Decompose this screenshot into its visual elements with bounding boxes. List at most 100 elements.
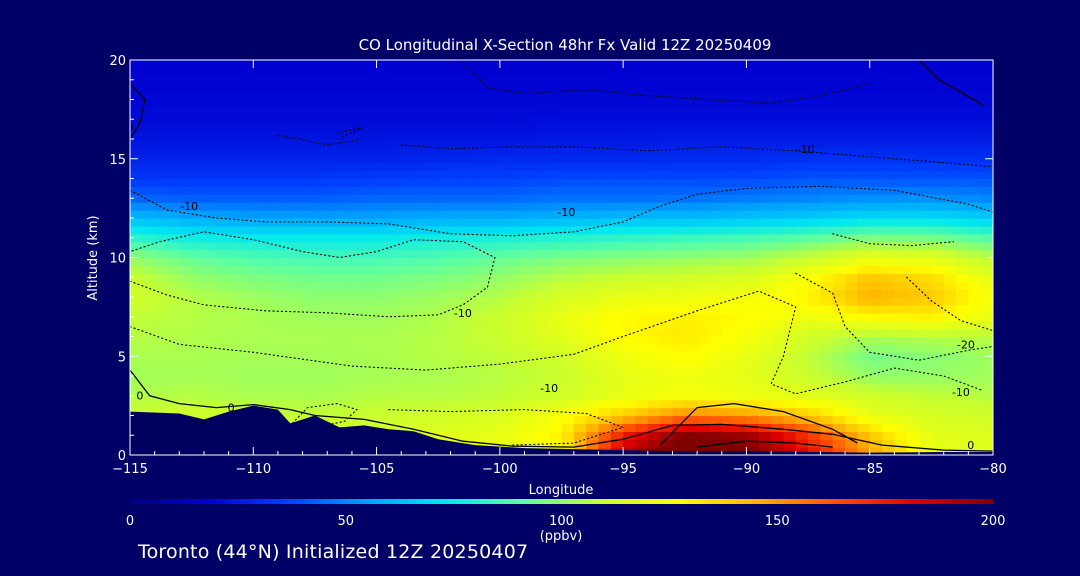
heat-cell <box>956 312 969 322</box>
heat-cell <box>980 91 993 101</box>
heat-cell <box>561 368 575 377</box>
heat-cell <box>216 186 230 195</box>
heat-cell <box>943 336 957 345</box>
heat-cell <box>882 91 895 101</box>
heat-cell <box>142 225 156 235</box>
heat-cell <box>339 233 353 243</box>
heat-cell <box>980 83 993 93</box>
heat-cell <box>191 60 205 69</box>
heat-cell <box>845 328 858 338</box>
heat-cell <box>746 431 760 440</box>
heat-cell <box>290 107 304 116</box>
heat-cell <box>413 170 427 180</box>
heat-cell <box>709 60 723 69</box>
heat-cell <box>697 83 711 93</box>
heat-cell <box>709 115 723 124</box>
heat-cell <box>240 249 254 259</box>
heat-cell <box>869 415 883 424</box>
heat-cell <box>956 91 969 101</box>
heat-cell <box>573 376 587 385</box>
heat-cell <box>142 249 156 259</box>
heat-cell <box>265 194 279 203</box>
heat-cell <box>919 407 932 417</box>
heat-cell <box>216 146 230 156</box>
heat-cell <box>290 304 304 314</box>
heat-cell <box>746 281 760 290</box>
heat-cell <box>376 194 390 203</box>
heat-cell <box>573 194 587 203</box>
heat-cell <box>425 423 439 432</box>
heat-cell <box>253 178 267 187</box>
heat-cell <box>364 115 378 124</box>
heat-cell <box>610 131 624 140</box>
heat-cell <box>623 391 637 401</box>
heat-cell <box>894 399 908 409</box>
heat-cell <box>968 297 982 306</box>
heat-cell <box>549 273 563 282</box>
heat-cell <box>758 162 772 172</box>
heat-cell <box>980 186 993 195</box>
heat-cell <box>549 75 563 85</box>
heat-cell <box>808 194 822 203</box>
heat-cell <box>388 344 402 353</box>
heat-cell <box>191 99 205 108</box>
heat-cell <box>771 218 785 227</box>
heat-cell <box>364 320 378 330</box>
heat-cell <box>919 399 932 409</box>
heat-cell <box>413 91 427 101</box>
heat-cell <box>734 273 748 282</box>
heat-cell <box>721 67 735 77</box>
heat-cell <box>253 210 267 219</box>
heat-cell <box>882 154 895 164</box>
heat-cell <box>290 399 304 409</box>
heat-cell <box>832 352 846 361</box>
heat-cell <box>771 131 785 140</box>
heat-cell <box>635 328 649 338</box>
heat-cell <box>487 423 501 432</box>
heat-cell <box>487 218 501 227</box>
heat-cell <box>327 178 341 187</box>
heat-cell <box>179 146 193 156</box>
heat-cell <box>253 320 267 330</box>
heat-cell <box>820 431 834 440</box>
heat-cell <box>216 178 230 187</box>
heat-cell <box>697 336 711 345</box>
heat-cell <box>425 431 439 440</box>
heat-cell <box>327 391 341 401</box>
heat-cell <box>894 107 908 116</box>
heat-cell <box>660 344 674 353</box>
heat-cell <box>438 360 452 369</box>
heat-cell <box>339 281 353 290</box>
heat-cell <box>191 146 205 156</box>
heat-cell <box>265 186 279 195</box>
heat-cell <box>130 241 143 251</box>
heat-cell <box>364 383 378 393</box>
heat-cell <box>956 423 969 432</box>
heat-cell <box>919 360 932 369</box>
heat-cell <box>697 383 711 393</box>
heat-cell <box>339 139 353 148</box>
heat-cell <box>425 75 439 85</box>
heat-cell <box>512 225 526 235</box>
heat-cell <box>475 186 489 195</box>
heat-cell <box>524 186 538 195</box>
contour-label: -10 <box>952 386 970 399</box>
heat-cell <box>487 265 501 274</box>
heat-cell <box>697 368 711 377</box>
heat-cell <box>425 352 439 361</box>
heat-cell <box>660 162 674 172</box>
heat-cell <box>290 376 304 385</box>
heat-cell <box>734 312 748 322</box>
heat-cell <box>277 304 291 314</box>
contour-line <box>795 272 993 361</box>
heat-cell <box>869 154 883 164</box>
heat-cell <box>586 344 600 353</box>
heat-cell <box>857 194 871 203</box>
heat-cell <box>894 178 908 187</box>
heat-cell <box>130 360 143 369</box>
heat-cell <box>672 139 686 148</box>
heat-cell <box>783 194 797 203</box>
heat-cell <box>598 265 612 274</box>
heat-cell <box>586 431 600 440</box>
heat-cell <box>425 123 439 132</box>
